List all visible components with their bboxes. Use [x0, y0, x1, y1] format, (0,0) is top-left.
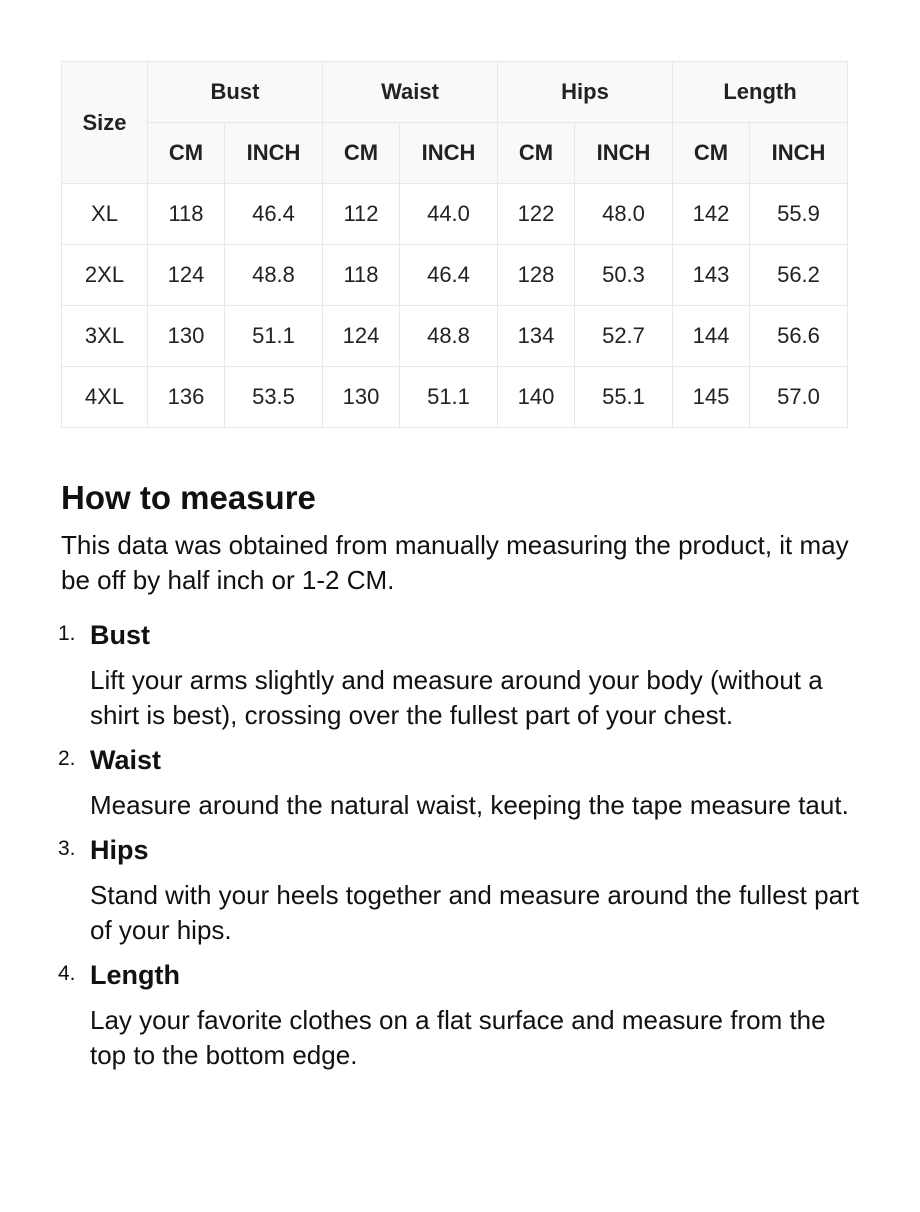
value-cell: 130: [322, 366, 400, 428]
intro-text: This data was obtained from manually mea…: [61, 530, 849, 595]
value-cell: 56.2: [749, 244, 848, 306]
step-title: Length: [90, 960, 180, 990]
header-row-units: CM INCH CM INCH CM INCH CM INCH: [62, 122, 848, 184]
value-cell: 118: [147, 183, 225, 245]
value-cell: 51.1: [224, 305, 323, 367]
table-row: XL 118 46.4 112 44.0 122 48.0 142 55.9: [61, 183, 848, 245]
measure-steps-list: 1. Bust Lift your arms slightly and meas…: [58, 618, 861, 1073]
value-cell: 143: [672, 244, 750, 306]
table-row: 3XL 130 51.1 124 48.8 134 52.7 144 56.6: [61, 305, 848, 367]
value-cell: 142: [672, 183, 750, 245]
value-cell: 50.3: [574, 244, 673, 306]
value-cell: 134: [497, 305, 575, 367]
value-cell: 57.0: [749, 366, 848, 428]
value-cell: 53.5: [224, 366, 323, 428]
value-cell: 112: [322, 183, 400, 245]
step-description: Measure around the natural waist, keepin…: [90, 790, 849, 820]
header-group-length: Length: [672, 61, 848, 123]
header-unit-inch: INCH: [224, 122, 323, 184]
step-description: Stand with your heels together and measu…: [90, 880, 859, 945]
value-cell: 44.0: [399, 183, 498, 245]
step-number: 4.: [58, 962, 76, 985]
header-size: Size: [61, 61, 148, 184]
value-cell: 136: [147, 366, 225, 428]
header-unit-inch: INCH: [749, 122, 848, 184]
step-number: 2.: [58, 747, 76, 770]
value-cell: 52.7: [574, 305, 673, 367]
value-cell: 46.4: [224, 183, 323, 245]
size-cell: 4XL: [61, 366, 148, 428]
step-description: Lift your arms slightly and measure arou…: [90, 665, 823, 730]
section-title: How to measure: [61, 479, 316, 516]
header-group-bust: Bust: [147, 61, 323, 123]
header-group-waist: Waist: [322, 61, 498, 123]
list-item: 1. Bust Lift your arms slightly and meas…: [58, 618, 861, 733]
step-number: 1.: [58, 622, 76, 645]
value-cell: 56.6: [749, 305, 848, 367]
list-item: 2. Waist Measure around the natural wais…: [58, 743, 861, 823]
list-item: 4. Length Lay your favorite clothes on a…: [58, 958, 861, 1073]
table-row: 2XL 124 48.8 118 46.4 128 50.3 143 56.2: [61, 244, 848, 306]
header-unit-cm: CM: [322, 122, 400, 184]
value-cell: 55.1: [574, 366, 673, 428]
value-cell: 48.8: [224, 244, 323, 306]
value-cell: 55.9: [749, 183, 848, 245]
header-unit-inch: INCH: [399, 122, 498, 184]
value-cell: 144: [672, 305, 750, 367]
step-title: Hips: [90, 835, 149, 865]
value-cell: 46.4: [399, 244, 498, 306]
table-row: 4XL 136 53.5 130 51.1 140 55.1 145 57.0: [61, 366, 848, 428]
value-cell: 122: [497, 183, 575, 245]
value-cell: 124: [322, 305, 400, 367]
value-cell: 51.1: [399, 366, 498, 428]
header-unit-cm: CM: [147, 122, 225, 184]
value-cell: 48.0: [574, 183, 673, 245]
header-group-hips: Hips: [497, 61, 673, 123]
size-cell: XL: [61, 183, 148, 245]
step-description: Lay your favorite clothes on a flat surf…: [90, 1005, 826, 1070]
header-unit-inch: INCH: [574, 122, 673, 184]
size-cell: 3XL: [61, 305, 148, 367]
value-cell: 48.8: [399, 305, 498, 367]
value-cell: 130: [147, 305, 225, 367]
value-cell: 128: [497, 244, 575, 306]
value-cell: 145: [672, 366, 750, 428]
list-item: 3. Hips Stand with your heels together a…: [58, 833, 861, 948]
step-title: Waist: [90, 745, 162, 775]
value-cell: 118: [322, 244, 400, 306]
size-chart-table: Size Bust Waist Hips Length CM INCH CM INCH CM INC…: [61, 61, 848, 428]
header-row-groups: Size Bust Waist Hips Length: [61, 61, 848, 184]
step-title: Bust: [90, 620, 150, 650]
step-number: 3.: [58, 837, 76, 860]
value-cell: 140: [497, 366, 575, 428]
header-unit-cm: CM: [672, 122, 750, 184]
how-to-measure-section: How to measure This data was obtained fr…: [58, 478, 861, 1083]
header-unit-cm: CM: [497, 122, 575, 184]
size-cell: 2XL: [61, 244, 148, 306]
value-cell: 124: [147, 244, 225, 306]
